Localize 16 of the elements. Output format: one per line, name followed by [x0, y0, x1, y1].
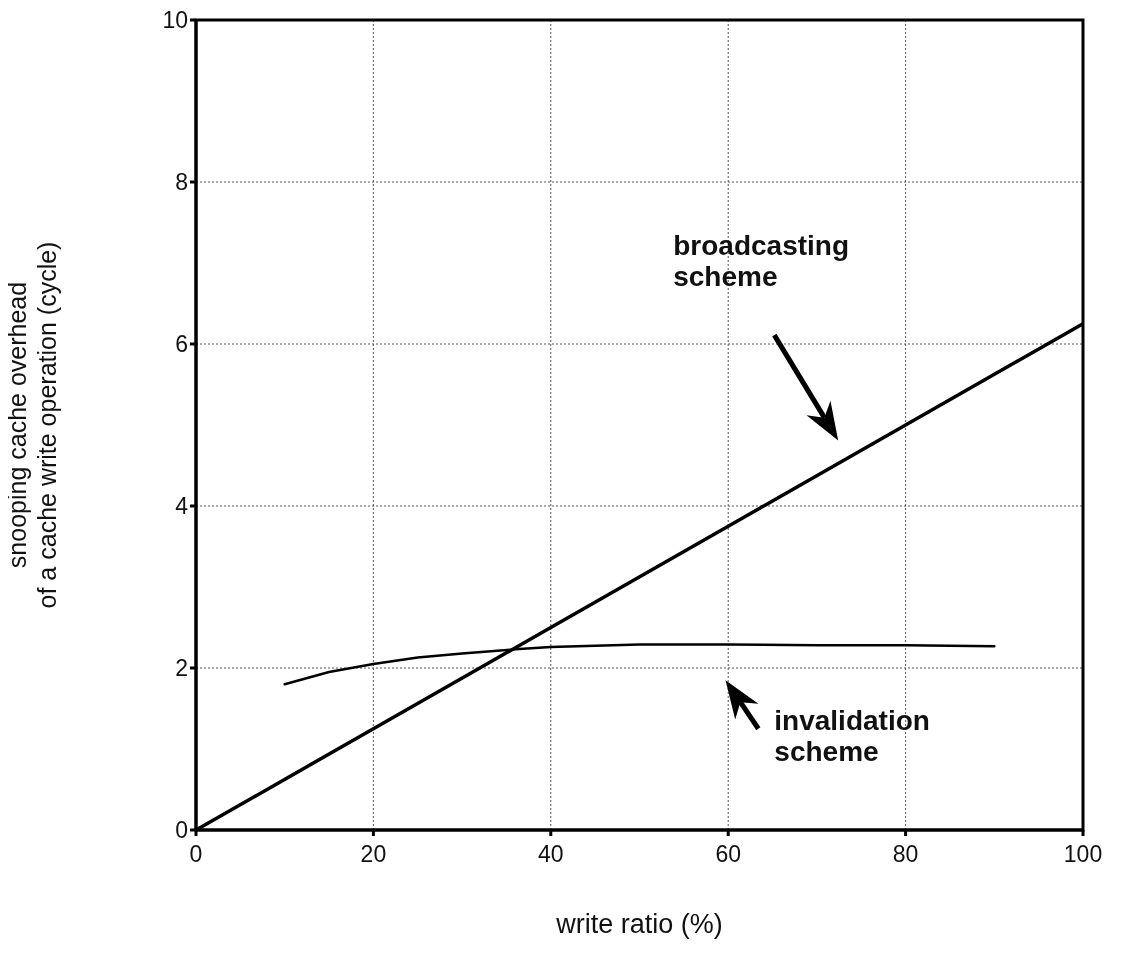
x-tick-label: 40 [538, 841, 564, 868]
x-tick-label: 20 [360, 841, 387, 868]
x-axis-title: write ratio (%) [555, 909, 723, 939]
y-axis-title: snooping cache overhead of a cache write operation (cycle) [3, 241, 61, 609]
y-tick-label: 6 [175, 331, 188, 358]
x-tick-label: 80 [892, 841, 919, 868]
x-tick-label: 100 [1063, 841, 1103, 868]
x-tick-label: 60 [715, 841, 741, 868]
y-tick-label: 0 [175, 817, 188, 844]
annotation: invalidation scheme [774, 705, 930, 768]
y-tick-label: 4 [175, 493, 189, 520]
annotation: broadcasting scheme [673, 229, 850, 292]
y-tick-label: 10 [162, 7, 188, 34]
line-series [283, 643, 996, 686]
y-tick-label: 8 [175, 169, 188, 196]
y-tick-label: 2 [175, 655, 188, 682]
